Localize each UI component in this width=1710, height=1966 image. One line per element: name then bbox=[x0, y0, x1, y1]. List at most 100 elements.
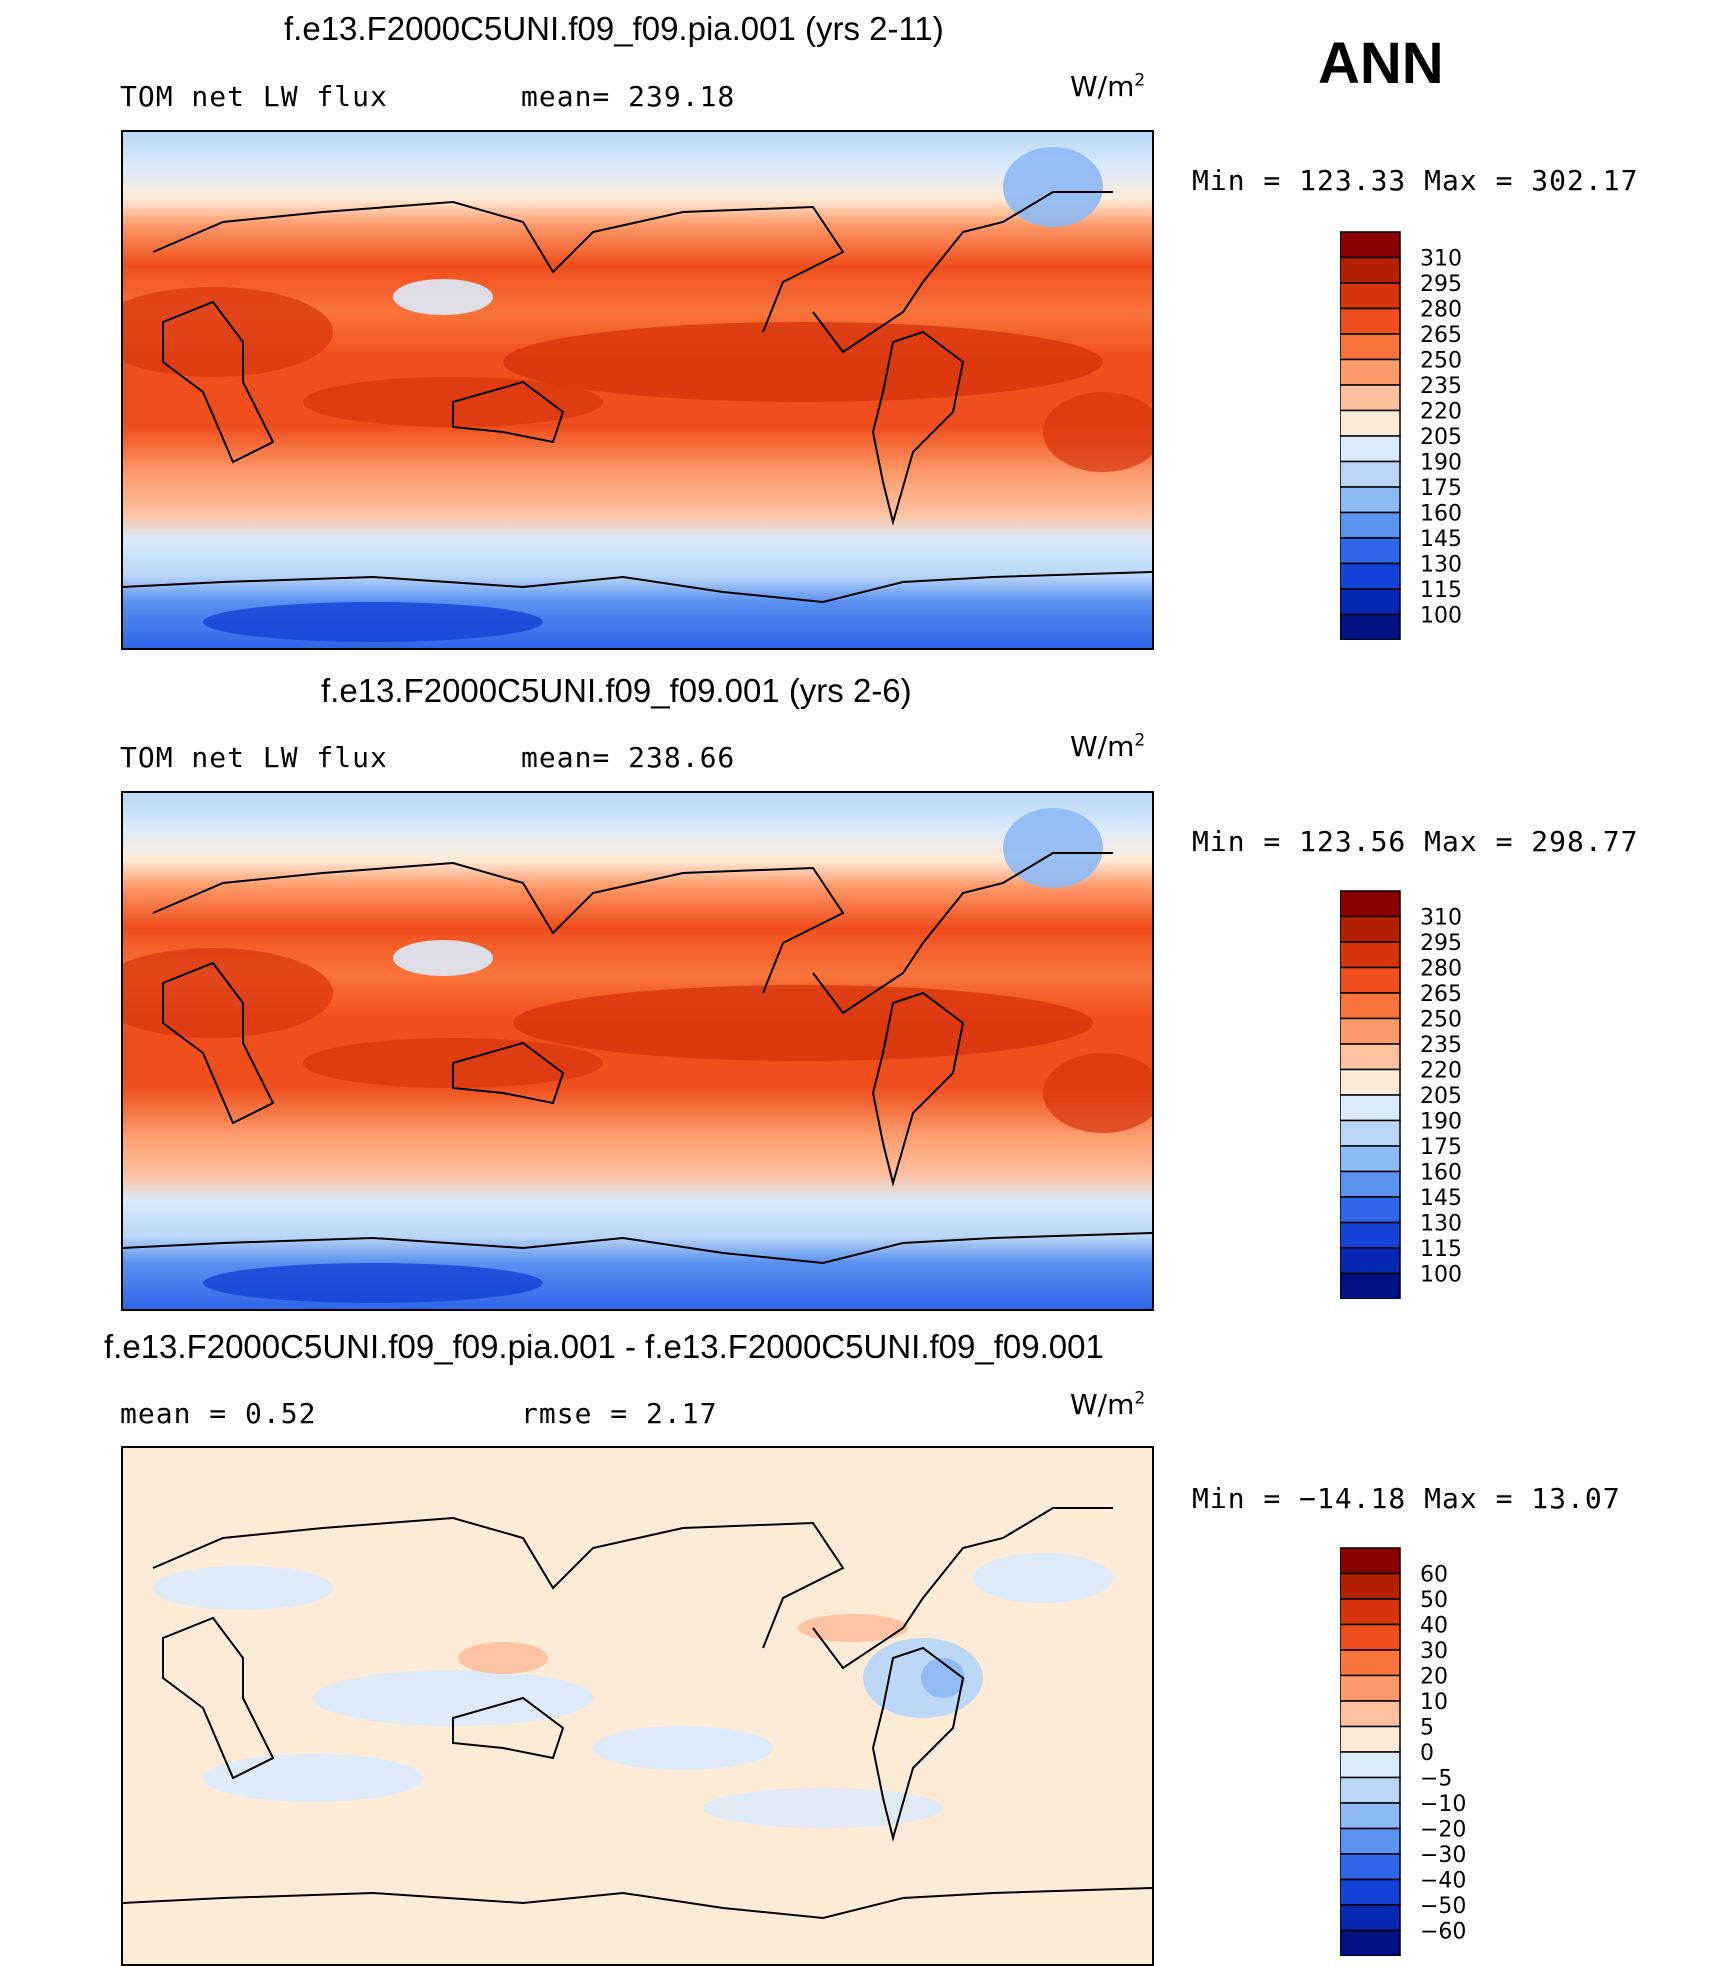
panel-1-colorbar-svg: 3102952802652502352202051901751601451301… bbox=[1339, 231, 1462, 641]
colorbar-swatch bbox=[1339, 890, 1401, 918]
panel-3-min-max: Min = −14.18 Max = 13.07 bbox=[1192, 1482, 1621, 1515]
colorbar-swatch bbox=[1339, 486, 1401, 514]
colorbar-swatch bbox=[1339, 1043, 1401, 1071]
panel-2-contour-map bbox=[123, 793, 1152, 1309]
colorbar-tick-label: −5 bbox=[1420, 1767, 1452, 1792]
colorbar-tick-label: 130 bbox=[1420, 1212, 1462, 1237]
colorbar-swatch bbox=[1339, 1196, 1401, 1224]
panel-2-colorbar-svg: 3102952802652502352202051901751601451301… bbox=[1339, 890, 1462, 1300]
panel-2-units: W/m2 bbox=[1070, 730, 1145, 763]
units-text: W/m bbox=[1070, 730, 1135, 763]
colorbar-tick-label: 250 bbox=[1420, 349, 1462, 374]
colorbar-tick-label: 220 bbox=[1420, 1059, 1462, 1084]
colorbar-swatch bbox=[1339, 282, 1401, 310]
colorbar-swatch bbox=[1339, 1904, 1401, 1932]
colorbar-swatch bbox=[1339, 435, 1401, 463]
colorbar-swatch bbox=[1339, 588, 1401, 616]
colorbar-swatch bbox=[1339, 1547, 1401, 1575]
colorbar-swatch bbox=[1339, 1725, 1401, 1753]
panel-3-mean-label: mean = 0.52 bbox=[120, 1397, 317, 1430]
units-text: W/m bbox=[1070, 1388, 1135, 1421]
colorbar-tick-label: 205 bbox=[1420, 1084, 1462, 1109]
panel-3-units: W/m2 bbox=[1070, 1388, 1145, 1421]
colorbar-tick-label: −20 bbox=[1420, 1818, 1466, 1843]
panel-2-variable-label: TOM net LW flux bbox=[120, 741, 388, 774]
colorbar-tick-label: 175 bbox=[1420, 1135, 1462, 1160]
colorbar-tick-label: 100 bbox=[1420, 1263, 1462, 1288]
colorbar-tick-label: 235 bbox=[1420, 374, 1462, 399]
colorbar-tick-label: 0 bbox=[1420, 1741, 1434, 1766]
colorbar-swatch bbox=[1339, 1827, 1401, 1855]
colorbar-tick-label: 295 bbox=[1420, 272, 1462, 297]
colorbar-swatch bbox=[1339, 1929, 1401, 1957]
season-label: ANN bbox=[1318, 31, 1444, 96]
colorbar-tick-label: 220 bbox=[1420, 400, 1462, 425]
panel-1-colorbar: 310 295 280 265 250 235 220 205 190 175 160 145 130 1… bbox=[1339, 230, 1470, 645]
colorbar-swatch bbox=[1339, 307, 1401, 335]
panel-1-units: W/m2 bbox=[1070, 70, 1145, 103]
colorbar-tick-label: 160 bbox=[1420, 502, 1462, 527]
colorbar-tick-label: −10 bbox=[1420, 1792, 1466, 1817]
panel-1-variable-label: TOM net LW flux bbox=[120, 80, 388, 113]
panel-2-colorbar: 310 295 280 265 250 235 220 205 190 175 160 145 130 1… bbox=[1339, 889, 1470, 1304]
colorbar-swatch bbox=[1339, 1017, 1401, 1045]
colorbar-swatch bbox=[1339, 1272, 1401, 1300]
colorbar-swatch bbox=[1339, 460, 1401, 488]
colorbar-swatch bbox=[1339, 1221, 1401, 1249]
panel-1-contour-map bbox=[123, 132, 1152, 648]
colorbar-swatch bbox=[1339, 1247, 1401, 1275]
colorbar-swatch bbox=[1339, 1674, 1401, 1702]
colorbar-tick-label: 50 bbox=[1420, 1588, 1448, 1613]
colorbar-swatch bbox=[1339, 1623, 1401, 1651]
colorbar-swatch bbox=[1339, 1068, 1401, 1096]
colorbar-tick-label: 265 bbox=[1420, 982, 1462, 1007]
colorbar-tick-label: 175 bbox=[1420, 476, 1462, 501]
colorbar-swatch bbox=[1339, 409, 1401, 437]
colorbar-tick-label: 280 bbox=[1420, 957, 1462, 982]
colorbar-swatch bbox=[1339, 1802, 1401, 1830]
panel-1-map bbox=[121, 130, 1154, 650]
units-exponent: 2 bbox=[1134, 70, 1146, 91]
colorbar-swatch bbox=[1339, 537, 1401, 565]
colorbar-swatch bbox=[1339, 1572, 1401, 1600]
colorbar-tick-label: 205 bbox=[1420, 425, 1462, 450]
panel-3-title: f.e13.F2000C5UNI.f09_f09.pia.001 - f.e13… bbox=[104, 1328, 1104, 1365]
colorbar-swatch bbox=[1339, 1751, 1401, 1779]
panel-1-title: f.e13.F2000C5UNI.f09_f09.pia.001 (yrs 2-… bbox=[284, 10, 944, 47]
colorbar-tick-label: 160 bbox=[1420, 1161, 1462, 1186]
colorbar-swatch bbox=[1339, 1170, 1401, 1198]
colorbar-tick-label: 115 bbox=[1420, 1237, 1462, 1262]
colorbar-swatch bbox=[1339, 1878, 1401, 1906]
panel-1-min-max: Min = 123.33 Max = 302.17 bbox=[1192, 164, 1639, 197]
panel-2-title: f.e13.F2000C5UNI.f09_f09.001 (yrs 2-6) bbox=[321, 672, 912, 709]
colorbar-tick-label: 265 bbox=[1420, 323, 1462, 348]
colorbar-swatch bbox=[1339, 511, 1401, 539]
panel-3-contour-map bbox=[123, 1448, 1152, 1964]
colorbar-swatch bbox=[1339, 562, 1401, 590]
panel-3-colorbar: 60 50 40 30 20 10 5 0 −5 −10 −20 −30 −40 −50 −60 bbox=[1339, 1546, 1470, 1961]
colorbar-swatch bbox=[1339, 231, 1401, 259]
colorbar-tick-label: 250 bbox=[1420, 1008, 1462, 1033]
colorbar-swatch bbox=[1339, 333, 1401, 361]
colorbar-tick-label: 190 bbox=[1420, 1110, 1462, 1135]
colorbar-tick-label: 130 bbox=[1420, 553, 1462, 578]
colorbar-swatch bbox=[1339, 1119, 1401, 1147]
colorbar-swatch bbox=[1339, 613, 1401, 641]
colorbar-tick-label: −60 bbox=[1420, 1920, 1466, 1945]
colorbar-tick-label: 145 bbox=[1420, 527, 1462, 552]
colorbar-swatch bbox=[1339, 1145, 1401, 1173]
colorbar-swatch bbox=[1339, 966, 1401, 994]
panel-2-map bbox=[121, 791, 1154, 1311]
colorbar-tick-label: −30 bbox=[1420, 1843, 1466, 1868]
colorbar-swatch bbox=[1339, 384, 1401, 412]
colorbar-tick-label: 40 bbox=[1420, 1614, 1448, 1639]
colorbar-tick-label: 145 bbox=[1420, 1186, 1462, 1211]
panel-1-mean-label: mean= 239.18 bbox=[521, 80, 736, 113]
colorbar-swatch bbox=[1339, 256, 1401, 284]
colorbar-swatch bbox=[1339, 992, 1401, 1020]
colorbar-tick-label: 100 bbox=[1420, 604, 1462, 629]
colorbar-tick-label: 20 bbox=[1420, 1665, 1448, 1690]
colorbar-tick-label: 60 bbox=[1420, 1563, 1448, 1588]
colorbar-tick-label: 115 bbox=[1420, 578, 1462, 603]
panel-2-min-max: Min = 123.56 Max = 298.77 bbox=[1192, 825, 1639, 858]
